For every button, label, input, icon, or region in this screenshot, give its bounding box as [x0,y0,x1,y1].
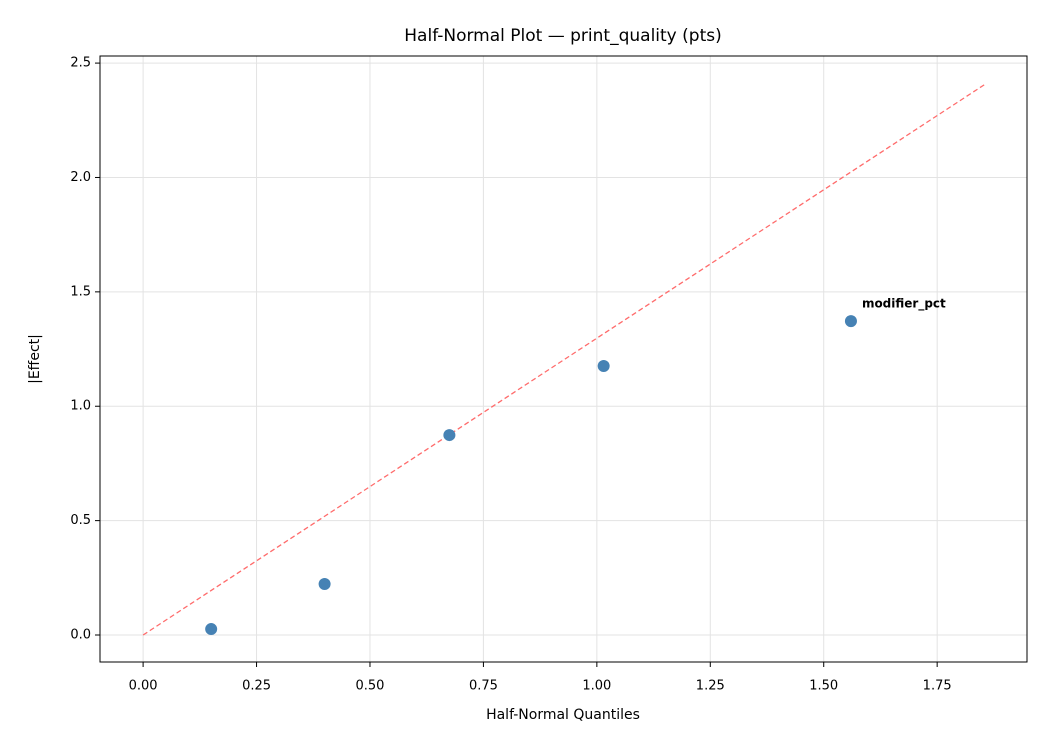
x-tick-label: 0.00 [129,679,158,694]
x-tick-label: 0.50 [356,679,385,694]
plot-frame [99,55,1028,663]
y-tick-label: 1.0 [70,399,91,414]
point [844,315,857,328]
x-tick-label: 0.25 [242,679,271,694]
y-axis-label: |Effect| [27,334,43,384]
x-tick-label: 1.00 [582,679,611,694]
y-tick-label: 0.5 [70,513,91,528]
x-tick-label: 1.50 [809,679,838,694]
chart-title: Half-Normal Plot — print_quality (pts) [404,26,721,46]
point [443,429,456,442]
point [318,577,331,590]
reference-line [142,83,986,636]
x-tick-label: 1.25 [696,679,725,694]
point [205,623,218,636]
x-tick-label: 0.75 [469,679,498,694]
y-tick-label: 2.5 [70,56,91,71]
y-tick-label: 2.0 [70,170,91,185]
x-tick-label: 1.75 [923,679,952,694]
y-tick-label: 0.0 [70,628,91,643]
x-axis-label: Half-Normal Quantiles [486,707,640,723]
y-tick-label: 1.5 [70,284,91,299]
point [597,359,610,372]
annotation: modifier_pct [862,297,946,312]
